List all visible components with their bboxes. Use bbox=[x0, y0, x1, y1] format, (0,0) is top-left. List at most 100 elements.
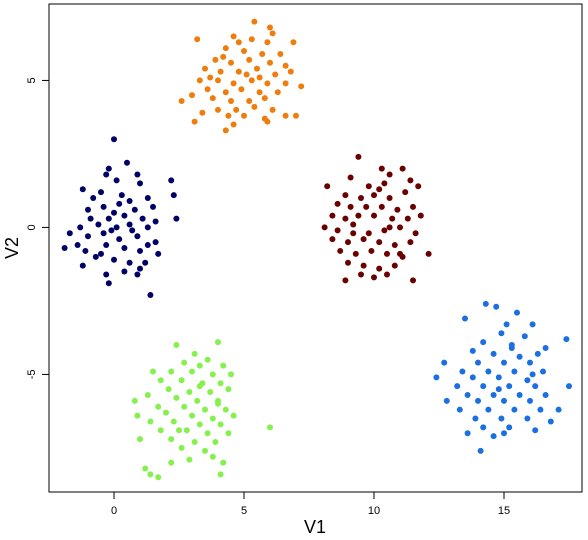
data-point bbox=[534, 350, 541, 357]
data-point bbox=[131, 206, 138, 213]
data-point bbox=[111, 209, 117, 216]
data-point bbox=[82, 247, 89, 254]
data-point bbox=[371, 192, 377, 199]
data-point bbox=[209, 95, 216, 102]
data-point bbox=[74, 242, 81, 249]
data-point bbox=[225, 112, 232, 119]
data-point bbox=[108, 227, 115, 234]
data-point bbox=[113, 224, 120, 231]
data-point bbox=[363, 203, 370, 210]
data-point bbox=[111, 256, 117, 263]
data-point bbox=[134, 271, 141, 278]
data-point bbox=[189, 368, 195, 375]
data-point bbox=[508, 344, 515, 351]
data-point bbox=[90, 195, 97, 202]
data-point bbox=[498, 330, 505, 337]
data-point bbox=[345, 239, 351, 246]
data-point bbox=[537, 406, 544, 413]
data-point bbox=[150, 368, 156, 375]
data-point bbox=[147, 418, 154, 425]
data-point bbox=[251, 18, 258, 25]
data-point bbox=[144, 224, 151, 231]
data-point bbox=[490, 433, 497, 440]
data-point bbox=[87, 215, 94, 222]
data-point bbox=[264, 39, 271, 46]
data-point bbox=[469, 347, 476, 354]
cluster-3 bbox=[321, 153, 432, 284]
data-point bbox=[207, 74, 214, 81]
data-point bbox=[183, 427, 190, 434]
data-point bbox=[342, 215, 349, 222]
data-point bbox=[230, 80, 237, 87]
data-point bbox=[464, 391, 471, 398]
data-point bbox=[566, 383, 572, 390]
data-point bbox=[209, 415, 216, 422]
data-point bbox=[324, 183, 331, 190]
data-point bbox=[532, 427, 539, 434]
data-point bbox=[147, 292, 154, 299]
cluster-2 bbox=[178, 18, 305, 134]
data-point bbox=[243, 71, 250, 78]
data-point bbox=[215, 400, 221, 407]
data-point bbox=[264, 80, 271, 87]
data-point bbox=[189, 412, 195, 419]
data-point bbox=[126, 259, 133, 266]
data-point bbox=[147, 471, 154, 478]
data-point bbox=[144, 242, 151, 249]
data-point bbox=[547, 418, 554, 425]
data-point bbox=[238, 86, 245, 93]
data-point bbox=[527, 359, 533, 366]
data-point bbox=[222, 45, 229, 52]
data-point bbox=[402, 189, 409, 196]
data-point bbox=[241, 112, 247, 119]
data-point bbox=[215, 77, 221, 84]
data-point bbox=[85, 233, 91, 240]
y-axis-title: V2 bbox=[2, 237, 22, 259]
data-point bbox=[256, 74, 263, 81]
data-point bbox=[274, 89, 281, 96]
data-point bbox=[490, 350, 497, 357]
data-point bbox=[202, 406, 208, 413]
data-point bbox=[342, 192, 349, 199]
data-point bbox=[480, 383, 487, 390]
data-point bbox=[501, 359, 507, 366]
data-point bbox=[134, 412, 141, 419]
data-point bbox=[142, 259, 149, 266]
data-point bbox=[186, 389, 193, 396]
data-point bbox=[92, 253, 99, 260]
data-point bbox=[79, 186, 86, 193]
data-point bbox=[212, 439, 219, 446]
data-point bbox=[391, 242, 398, 249]
data-point bbox=[399, 165, 406, 172]
data-point bbox=[267, 59, 273, 66]
data-point bbox=[407, 177, 414, 184]
data-point bbox=[246, 56, 253, 63]
data-point bbox=[111, 136, 117, 143]
data-point bbox=[199, 109, 206, 116]
data-point bbox=[495, 374, 502, 381]
data-point bbox=[235, 39, 242, 46]
data-point bbox=[527, 397, 533, 404]
data-point bbox=[222, 89, 229, 96]
data-point bbox=[350, 230, 357, 237]
data-point bbox=[529, 371, 536, 378]
data-point bbox=[137, 180, 143, 187]
data-point bbox=[352, 250, 359, 257]
data-point bbox=[168, 459, 175, 466]
data-point bbox=[155, 403, 162, 410]
data-point bbox=[397, 224, 403, 231]
data-point bbox=[347, 203, 354, 210]
data-point bbox=[321, 224, 328, 231]
data-point bbox=[209, 453, 216, 460]
data-point bbox=[350, 221, 357, 228]
data-point bbox=[365, 183, 372, 190]
data-point bbox=[381, 180, 388, 187]
data-point bbox=[462, 315, 468, 322]
data-point bbox=[269, 106, 276, 113]
data-point bbox=[371, 212, 377, 219]
data-point bbox=[277, 50, 284, 57]
data-point bbox=[196, 383, 203, 390]
data-point bbox=[137, 436, 143, 443]
data-point bbox=[134, 171, 141, 178]
data-point bbox=[433, 374, 440, 381]
